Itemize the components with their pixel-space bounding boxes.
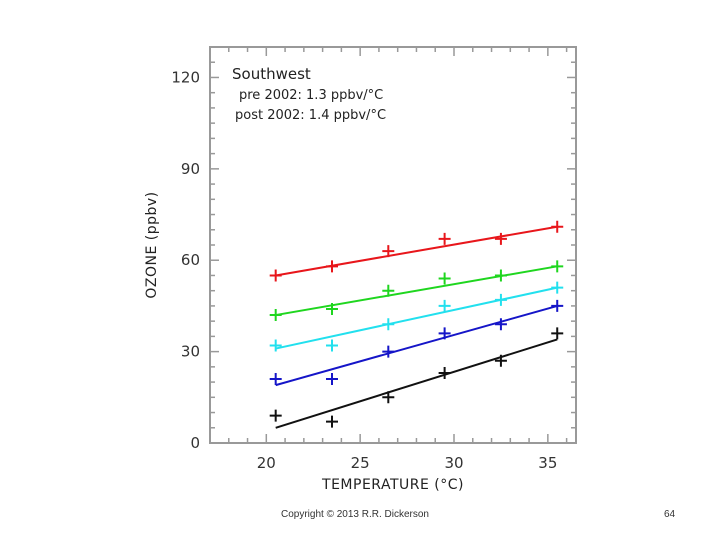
data-point-blue (438, 327, 451, 340)
fit-line-red (275, 225, 558, 277)
data-point-red (438, 232, 451, 245)
data-point-blue (269, 373, 282, 386)
data-point-red (326, 260, 338, 273)
data-point-cyan (494, 293, 507, 306)
copyright-notice: Copyright © 2013 R.R. Dickerson (281, 509, 429, 520)
fit-line-black (275, 338, 558, 429)
data-point-red (269, 269, 282, 282)
data-point-black (494, 354, 507, 367)
annotation-pre-2002: pre 2002: 1.3 ppbv/°C (239, 88, 383, 103)
data-point-blue (382, 345, 395, 358)
data-point-red (382, 245, 395, 258)
data-point-green (494, 269, 507, 282)
data-point-green (382, 284, 395, 297)
data-point-blue (494, 318, 507, 331)
x-tick-label: 30 (444, 454, 463, 472)
fit-lines (275, 225, 558, 429)
y-tick-label: 0 (190, 434, 200, 452)
data-point-black (551, 327, 564, 340)
fit-line-blue (275, 304, 558, 387)
data-point-cyan (382, 318, 395, 331)
data-point-green (438, 272, 451, 285)
annotation-post-2002: post 2002: 1.4 ppbv/°C (235, 108, 386, 123)
y-tick-label: 60 (181, 251, 200, 269)
fit-line-cyan (275, 286, 558, 350)
y-axis-title: OZONE (ppbv) (144, 191, 160, 298)
data-point-black (269, 409, 282, 422)
data-point-red (551, 220, 564, 233)
y-tick-label: 120 (171, 68, 200, 86)
data-point-blue (551, 299, 564, 312)
x-tick-label: 35 (538, 454, 557, 472)
x-axis-title: TEMPERATURE (°C) (321, 477, 464, 493)
data-point-green (269, 309, 282, 322)
plot-frame (209, 46, 577, 444)
data-point-cyan (438, 299, 451, 312)
x-tick-label: 25 (351, 454, 370, 472)
data-point-cyan (551, 281, 564, 294)
data-point-blue (326, 373, 338, 386)
axis-tick-labels: 20 25 30 35 0 30 60 90 120 (171, 68, 557, 472)
data-point-cyan (269, 339, 282, 352)
axis-ticks (210, 47, 576, 443)
y-tick-label: 90 (181, 160, 200, 178)
data-point-black (382, 391, 395, 404)
data-point-cyan (326, 339, 338, 352)
y-tick-label: 30 (181, 343, 200, 361)
data-points (269, 220, 564, 428)
chart-title: Southwest (232, 65, 311, 83)
data-point-black (326, 415, 338, 428)
data-point-green (326, 302, 338, 315)
x-tick-label: 20 (257, 454, 276, 472)
page-number: 64 (664, 509, 676, 520)
data-point-black (438, 366, 451, 379)
fit-line-green (275, 265, 558, 317)
data-point-red (494, 232, 507, 245)
data-point-green (551, 260, 564, 273)
